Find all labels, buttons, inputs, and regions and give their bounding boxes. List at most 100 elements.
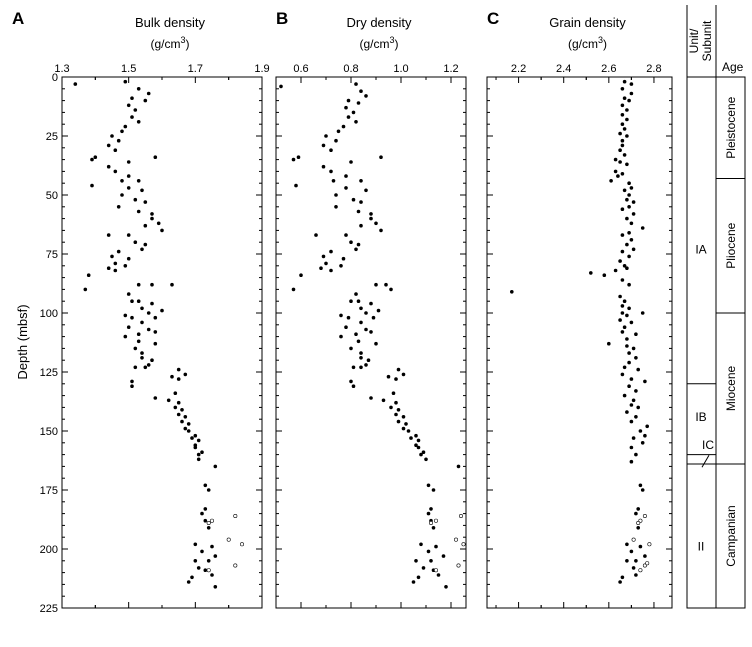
data-point: [130, 384, 134, 389]
data-point: [631, 346, 636, 351]
data-point: [629, 377, 634, 381]
data-point: [369, 216, 373, 221]
data-point: [421, 450, 426, 455]
data-point: [213, 585, 218, 589]
data-point: [618, 131, 622, 136]
data-point: [351, 384, 356, 389]
data-point: [203, 507, 208, 511]
x-tick-label: 1.7: [188, 63, 203, 75]
data-point: [613, 169, 618, 174]
data-point: [620, 138, 625, 143]
data-point: [146, 327, 151, 332]
data-point: [153, 341, 158, 346]
data-point: [627, 205, 631, 209]
data-point: [346, 315, 351, 320]
data-point: [140, 351, 144, 355]
data-point: [620, 278, 625, 282]
data-point: [636, 526, 640, 530]
data-point: [629, 403, 634, 407]
x-tick-label: 2.2: [511, 63, 526, 75]
data-point: [349, 160, 353, 164]
data-point: [366, 358, 371, 363]
data-point: [640, 488, 645, 492]
data-point: [123, 79, 128, 84]
data-point: [634, 389, 638, 393]
data-point: [344, 186, 348, 190]
data-point: [186, 580, 191, 584]
data-point-open: [642, 513, 647, 518]
data-point: [133, 365, 138, 370]
data-point: [136, 209, 141, 214]
panel-letter: C: [487, 9, 499, 28]
data-point: [618, 318, 622, 322]
data-point: [299, 273, 303, 278]
data-point: [634, 332, 638, 337]
data-point: [645, 424, 649, 429]
data-point: [126, 233, 131, 237]
unit-label: II: [698, 540, 705, 554]
data-point: [622, 188, 627, 193]
data-point: [123, 313, 128, 318]
data-point: [616, 174, 620, 178]
data-point: [339, 334, 343, 339]
data-point: [629, 549, 634, 554]
plot-frame: [486, 76, 673, 609]
data-point: [625, 162, 629, 167]
data-point: [643, 554, 647, 558]
data-point: [404, 422, 408, 426]
data-point: [346, 98, 351, 103]
data-point: [613, 268, 618, 273]
data-point: [356, 339, 361, 344]
data-point: [126, 174, 131, 178]
data-point: [431, 488, 436, 492]
data-point: [625, 542, 629, 547]
data-point: [618, 294, 622, 299]
data-point: [156, 221, 161, 226]
data-point: [203, 518, 208, 523]
data-point: [344, 174, 348, 178]
data-point: [364, 327, 368, 332]
data-point: [634, 452, 638, 457]
data-point: [150, 216, 154, 221]
data-point: [196, 438, 201, 443]
data-point: [622, 153, 627, 157]
data-point: [206, 559, 211, 563]
data-point: [456, 464, 461, 469]
data-point: [349, 299, 353, 304]
data-point-open: [636, 520, 641, 525]
data-point: [620, 233, 625, 237]
data-point: [424, 457, 428, 462]
panel-title: Bulk density: [135, 15, 206, 30]
data-point: [359, 89, 363, 93]
plot-frame: [61, 76, 263, 609]
panel-letter: A: [12, 9, 24, 28]
data-point: [622, 79, 627, 84]
data-point: [622, 325, 627, 330]
data-point: [113, 169, 118, 174]
data-point: [414, 443, 418, 448]
data-point: [110, 254, 114, 259]
data-point: [622, 96, 627, 100]
y-tick-label: 100: [40, 308, 58, 320]
data-point: [379, 155, 383, 159]
panel-unit: (g/cm3): [150, 35, 189, 51]
data-point: [291, 157, 296, 162]
data-point: [116, 138, 121, 143]
unit-header: Unit/Subunit: [687, 20, 714, 61]
data-point: [625, 559, 629, 563]
data-point: [629, 221, 634, 226]
data-point: [625, 337, 629, 341]
data-point: [140, 188, 144, 193]
y-tick-label: 75: [46, 249, 58, 261]
y-tick-label: 150: [40, 426, 58, 438]
x-tick-label: 2.4: [556, 63, 571, 75]
data-point: [150, 282, 154, 287]
data-point: [160, 228, 164, 233]
data-point: [629, 82, 634, 86]
data-point: [374, 221, 378, 226]
data-point: [213, 554, 218, 558]
panel-title: Dry density: [346, 15, 412, 30]
data-point: [622, 264, 627, 268]
panel-b: B Dry density (g/cm3) 0.6 0.8 1.0 1.2: [275, 9, 467, 609]
data-point: [93, 155, 98, 159]
